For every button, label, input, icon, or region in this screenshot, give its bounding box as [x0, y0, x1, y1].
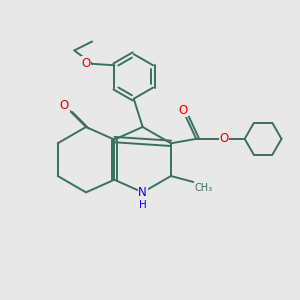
Text: O: O — [178, 103, 188, 116]
Text: O: O — [82, 57, 91, 70]
Text: H: H — [139, 200, 146, 210]
Text: O: O — [219, 132, 229, 146]
Text: CH₃: CH₃ — [195, 183, 213, 194]
Text: N: N — [138, 186, 147, 199]
Text: O: O — [60, 99, 69, 112]
